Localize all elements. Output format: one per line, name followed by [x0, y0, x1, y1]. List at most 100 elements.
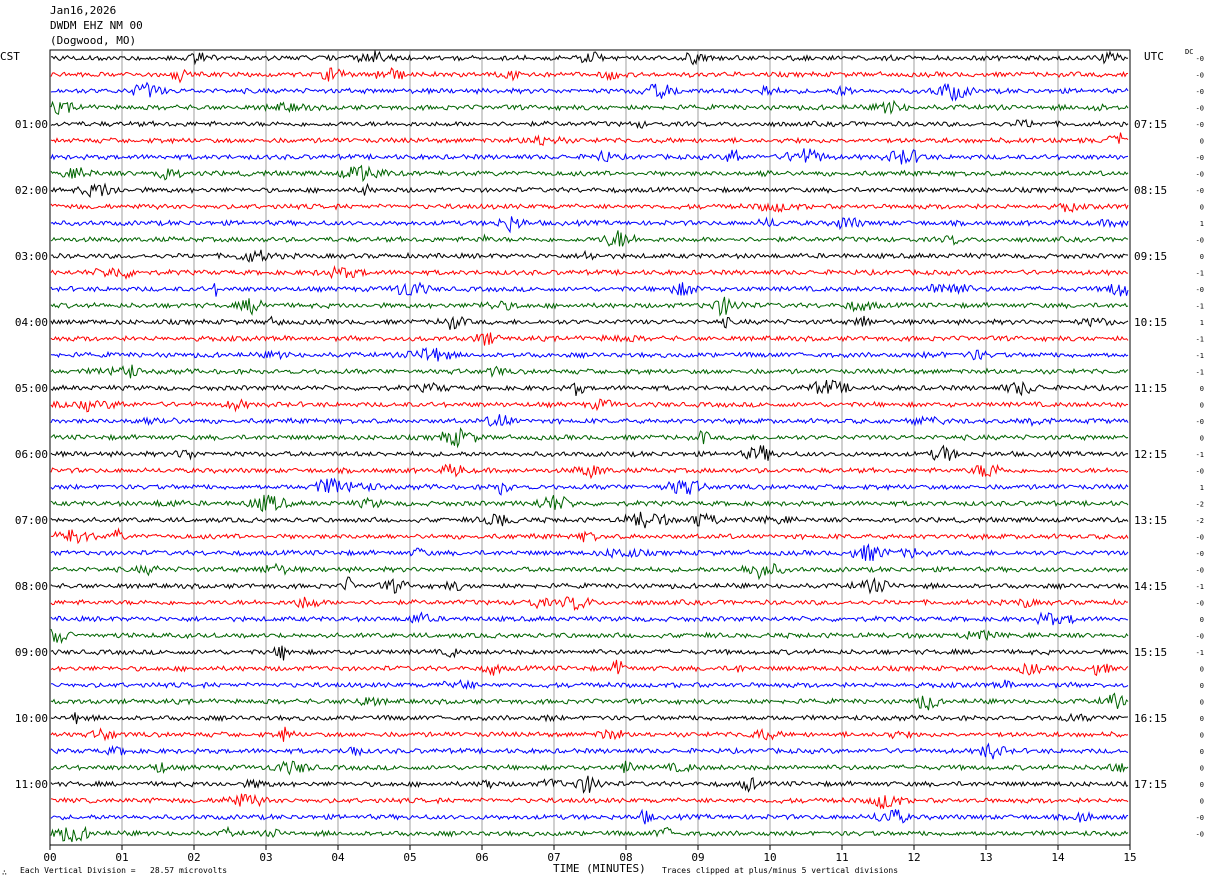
dc-offset-value: -0 [1196, 286, 1204, 294]
dc-offset-value: -0 [1196, 534, 1204, 542]
dc-offset-value: -0 [1196, 814, 1204, 822]
dc-offset-value: -1 [1196, 583, 1204, 591]
dc-offset-value: 1 [1200, 319, 1204, 327]
seismic-trace [50, 164, 1129, 183]
dc-offset-value: -0 [1196, 237, 1204, 245]
x-tick-label: 02 [187, 851, 200, 864]
logo-icon: ∴ [2, 868, 7, 877]
dc-offset-value: -0 [1196, 154, 1204, 162]
dc-offset-value: -2 [1196, 501, 1204, 509]
plot-frame [49, 49, 1131, 846]
seismic-trace [50, 132, 1129, 147]
dc-offset-value: -1 [1196, 369, 1204, 377]
seismic-trace [50, 659, 1129, 677]
dc-offset-value: -2 [1196, 517, 1204, 525]
plot-date: Jan16,2026 [50, 4, 117, 17]
dc-offset-value: -1 [1196, 649, 1204, 657]
x-tick-label: 11 [835, 851, 848, 864]
dc-offset-value: -0 [1196, 567, 1204, 575]
right-hour-label: 09:15 [1134, 250, 1167, 263]
seismic-trace [50, 692, 1129, 711]
dc-offset-value: -0 [1196, 600, 1204, 608]
seismic-trace [50, 99, 1129, 115]
dc-offset-value: -0 [1196, 88, 1204, 96]
seismic-trace [50, 628, 1129, 645]
seismic-trace [50, 760, 1129, 776]
x-tick-label: 10 [763, 851, 776, 864]
right-hour-label: 10:15 [1134, 316, 1167, 329]
seismic-trace [50, 414, 1129, 428]
left-hour-label: 11:00 [15, 778, 48, 791]
dc-offset-value: -1 [1196, 451, 1204, 459]
dc-offset-value: 0 [1200, 666, 1204, 674]
x-tick-label: 04 [331, 851, 345, 864]
dc-offset-value: 1 [1200, 220, 1204, 228]
seismic-trace [50, 793, 1129, 810]
seismic-trace [50, 596, 1129, 611]
seismic-trace [50, 494, 1129, 513]
x-tick-label: 13 [979, 851, 992, 864]
seismic-trace [50, 67, 1129, 84]
x-tick-label: 08 [619, 851, 632, 864]
seismic-trace [50, 444, 1129, 461]
seismic-trace [50, 527, 1129, 545]
dc-offset-value: 0 [1200, 699, 1204, 707]
clip-note: Traces clipped at plus/minus 5 vertical … [662, 866, 899, 875]
left-hour-label: 01:00 [15, 118, 48, 131]
seismic-trace [50, 265, 1128, 280]
seismic-trace [50, 726, 1129, 742]
seismic-trace [50, 576, 1129, 595]
dc-offset-value: -0 [1196, 831, 1204, 839]
dc-offset-value: -1 [1196, 352, 1204, 360]
seismic-trace [50, 562, 1129, 581]
right-hour-label: 11:15 [1134, 382, 1167, 395]
seismic-trace [50, 296, 1129, 317]
right-timezone-label: UTC [1144, 50, 1164, 63]
x-tick-label: 15 [1123, 851, 1136, 864]
dc-offset-value: 0 [1200, 715, 1204, 723]
dc-offset-value: 0 [1200, 798, 1204, 806]
dc-offset-value: 0 [1200, 616, 1204, 624]
x-tick-label: 09 [691, 851, 704, 864]
x-tick-label: 03 [259, 851, 272, 864]
left-hour-label: 07:00 [15, 514, 48, 527]
dc-offset-value: -0 [1196, 105, 1204, 113]
dc-offset-value: -0 [1196, 187, 1204, 195]
station-id: DWDM EHZ NM 00 [50, 19, 143, 32]
seismic-trace [50, 182, 1129, 198]
left-timezone-label: CST [0, 50, 20, 63]
left-hour-label: 09:00 [15, 646, 48, 659]
right-hour-label: 15:15 [1134, 646, 1167, 659]
seismic-trace [50, 825, 1129, 843]
dc-offset-value: 0 [1200, 682, 1204, 690]
seismic-trace [50, 775, 1129, 794]
x-tick-label: 05 [403, 851, 416, 864]
dc-offset-value: 0 [1200, 435, 1204, 443]
scale-note: Each Vertical Division = 28.57 microvolt… [20, 866, 228, 875]
x-tick-label: 12 [907, 851, 920, 864]
dc-offset-value: -0 [1196, 171, 1204, 179]
seismic-trace [50, 808, 1129, 825]
seismic-trace [50, 712, 1129, 725]
right-hour-label: 16:15 [1134, 712, 1167, 725]
dc-offset-value: -0 [1196, 55, 1204, 63]
x-axis-label: TIME (MINUTES) [553, 862, 646, 875]
seismic-trace [50, 742, 1129, 760]
dc-offset-value: -0 [1196, 72, 1204, 80]
dc-offset-value: -0 [1196, 633, 1204, 641]
seismic-trace [50, 463, 1129, 480]
dc-offset-value: -0 [1196, 121, 1204, 129]
seismic-trace [50, 230, 1129, 247]
seismic-trace [50, 398, 1129, 413]
seismic-trace [50, 379, 1129, 397]
dc-offset-value: -1 [1196, 270, 1204, 278]
dc-offset-header: DC [1185, 48, 1194, 56]
right-hour-label: 12:15 [1134, 448, 1167, 461]
right-hour-label: 07:15 [1134, 118, 1167, 131]
dc-offset-value: 0 [1200, 138, 1204, 146]
seismic-trace [50, 347, 1129, 362]
seismic-trace [50, 148, 1129, 165]
left-hour-label: 08:00 [15, 580, 48, 593]
dc-offset-value: 0 [1200, 748, 1204, 756]
